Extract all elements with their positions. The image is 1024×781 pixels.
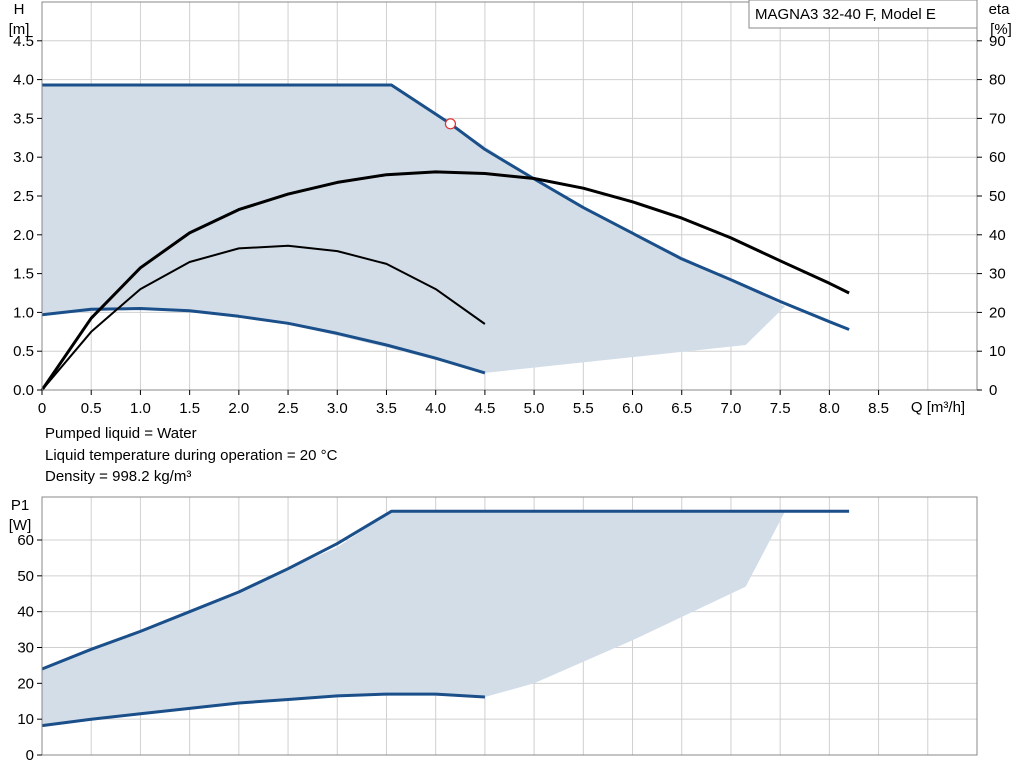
legend-box: MAGNA3 32-40 F, Model E <box>748 0 978 29</box>
curve-eta-min <box>41 244 486 391</box>
p-tick-label: 40 <box>17 604 34 621</box>
x-tick-label: 1.5 <box>179 400 200 417</box>
y2-axis-label-line2: [%] <box>990 21 1012 38</box>
y2-tick-label: 40 <box>989 227 1006 244</box>
note-density: Density = 998.2 kg/m³ <box>45 468 192 485</box>
power-axis-label-line2: [W] <box>9 517 32 534</box>
x-tick-label: 5.5 <box>573 400 594 417</box>
head-operating-envelope <box>42 85 786 373</box>
p-tick-label: 60 <box>17 532 34 549</box>
x-tick-label: 4.5 <box>474 400 495 417</box>
y-tick-label: 0.0 <box>13 382 34 399</box>
p-tick-label: 0 <box>26 747 34 764</box>
legend-model: MAGNA3 32-40 F, Model E <box>755 6 936 23</box>
y2-tick-label: 80 <box>989 72 1006 89</box>
y2-tick-label: 50 <box>989 188 1006 205</box>
y2-tick-label: 60 <box>989 149 1006 166</box>
y-tick-label: 1.5 <box>13 266 34 283</box>
x-tick-label: 6.0 <box>622 400 643 417</box>
x-tick-label: 2.0 <box>228 400 249 417</box>
curve-min-head <box>41 307 486 375</box>
curve-eta-max <box>40 170 850 391</box>
x-tick-label: 2.5 <box>278 400 299 417</box>
y2-tick-label: 30 <box>989 266 1006 283</box>
y2-tick-label: 90 <box>989 33 1006 50</box>
curve-min-power <box>41 692 485 728</box>
x-tick-label: 6.5 <box>671 400 692 417</box>
power-series <box>41 509 850 728</box>
x-axis-label: Q [m³/h] <box>911 399 965 416</box>
power-plot-frame <box>41 496 978 756</box>
power-tick-labels: 0 10 20 30 40 50 60 <box>17 532 42 764</box>
power-axis-label-line1: P1 <box>11 497 29 514</box>
y-tick-label: 0.5 <box>13 343 34 360</box>
note-liquid: Pumped liquid = Water <box>45 425 197 442</box>
p-tick-label: 30 <box>17 640 34 657</box>
y2-tick-label: 10 <box>989 343 1006 360</box>
y-tick-label: 1.0 <box>13 304 34 321</box>
note-temperature: Liquid temperature during operation = 20… <box>45 447 338 464</box>
x-tick-label: 3.0 <box>327 400 348 417</box>
curve-max-head <box>42 83 850 331</box>
p-tick-label: 20 <box>17 675 34 692</box>
x-tick-label: 1.0 <box>130 400 151 417</box>
duty-point-marker <box>444 118 457 130</box>
y-axis-label-line1: H <box>14 1 25 18</box>
head-tick-labels: 0 0.5 1.0 1.5 2.0 2.5 3.0 3.5 4.0 4.5 5.0 5.5 6.0 6.5… <box>13 33 1006 417</box>
x-tick-label: 3.5 <box>376 400 397 417</box>
head-series <box>40 83 850 391</box>
y2-tick-label: 70 <box>989 110 1006 127</box>
p-tick-label: 50 <box>17 568 34 585</box>
y2-tick-label: 0 <box>989 382 997 399</box>
y-tick-label: 2.0 <box>13 227 34 244</box>
x-tick-label: 5.0 <box>524 400 545 417</box>
y-tick-label: 2.5 <box>13 188 34 205</box>
x-tick-label: 0 <box>38 400 46 417</box>
y-tick-label: 3.5 <box>13 110 34 127</box>
y-tick-label: 3.0 <box>13 149 34 166</box>
p-tick-label: 10 <box>17 711 34 728</box>
x-tick-label: 7.5 <box>770 400 791 417</box>
curve-max-power <box>41 509 850 671</box>
y2-axis-label-line1: eta <box>989 1 1011 18</box>
y-tick-label: 4.0 <box>13 72 34 89</box>
y-tick-label: 4.5 <box>13 33 34 50</box>
x-tick-label: 8.5 <box>868 400 889 417</box>
x-tick-label: 7.0 <box>721 400 742 417</box>
x-tick-label: 8.0 <box>819 400 840 417</box>
power-operating-envelope <box>42 511 786 726</box>
x-tick-label: 4.0 <box>425 400 446 417</box>
y-axis-label-line2: [m] <box>9 21 30 38</box>
x-tick-label: 0.5 <box>81 400 102 417</box>
y2-tick-label: 20 <box>989 304 1006 321</box>
